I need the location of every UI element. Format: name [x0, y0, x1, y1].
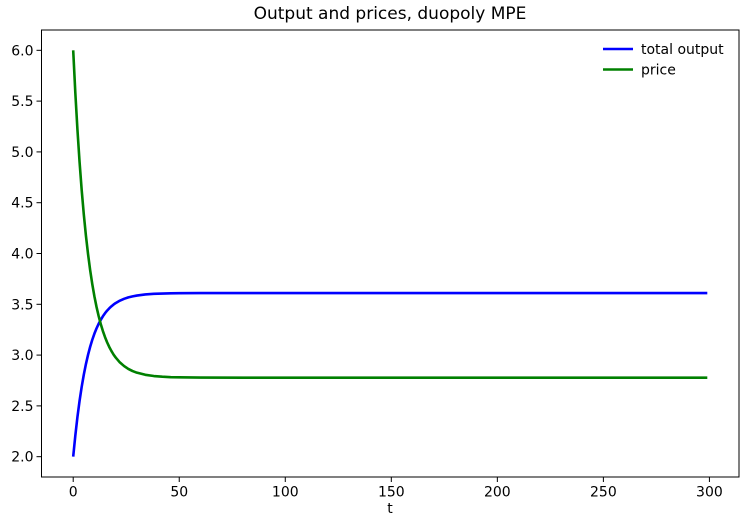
x-tick-label: 0: [69, 485, 78, 501]
y-tick-label: 2.5: [11, 399, 33, 415]
series-lines: [71, 50, 708, 457]
x-tick-label: 200: [484, 485, 511, 501]
y-tick-label: 3.0: [11, 348, 33, 364]
y-tick-label: 4.0: [11, 247, 33, 263]
y-axis-ticks: 2.0 2.5 3.0 3.5 4.0 4.5 5.0 5.5 6.0: [11, 43, 42, 466]
x-tick-label: 150: [378, 485, 405, 501]
legend-label-total-output: total output: [641, 42, 724, 58]
chart-title: Output and prices, duopoly MPE: [254, 4, 527, 24]
x-tick-label: 250: [590, 485, 617, 501]
x-tick-label: 300: [696, 485, 723, 501]
plot-area: [41, 29, 740, 478]
x-axis-label: t: [387, 501, 393, 517]
legend-item-price: price: [603, 63, 676, 79]
series-line-total-output: [71, 291, 708, 457]
y-tick-label: 2.0: [11, 450, 33, 466]
legend-item-total-output: total output: [603, 42, 724, 58]
x-tick-label: 100: [272, 485, 299, 501]
legend-label-price: price: [641, 63, 676, 79]
x-axis-ticks: 0 50 100 150 200 250 300: [69, 477, 723, 501]
y-tick-label: 6.0: [11, 43, 33, 59]
y-tick-label: 3.5: [11, 297, 33, 313]
y-tick-label: 4.5: [11, 196, 33, 212]
x-tick-label: 50: [170, 485, 188, 501]
y-tick-label: 5.0: [11, 145, 33, 161]
legend: total output price: [603, 42, 724, 79]
series-line-price: [71, 50, 708, 379]
y-tick-label: 5.5: [11, 94, 33, 110]
